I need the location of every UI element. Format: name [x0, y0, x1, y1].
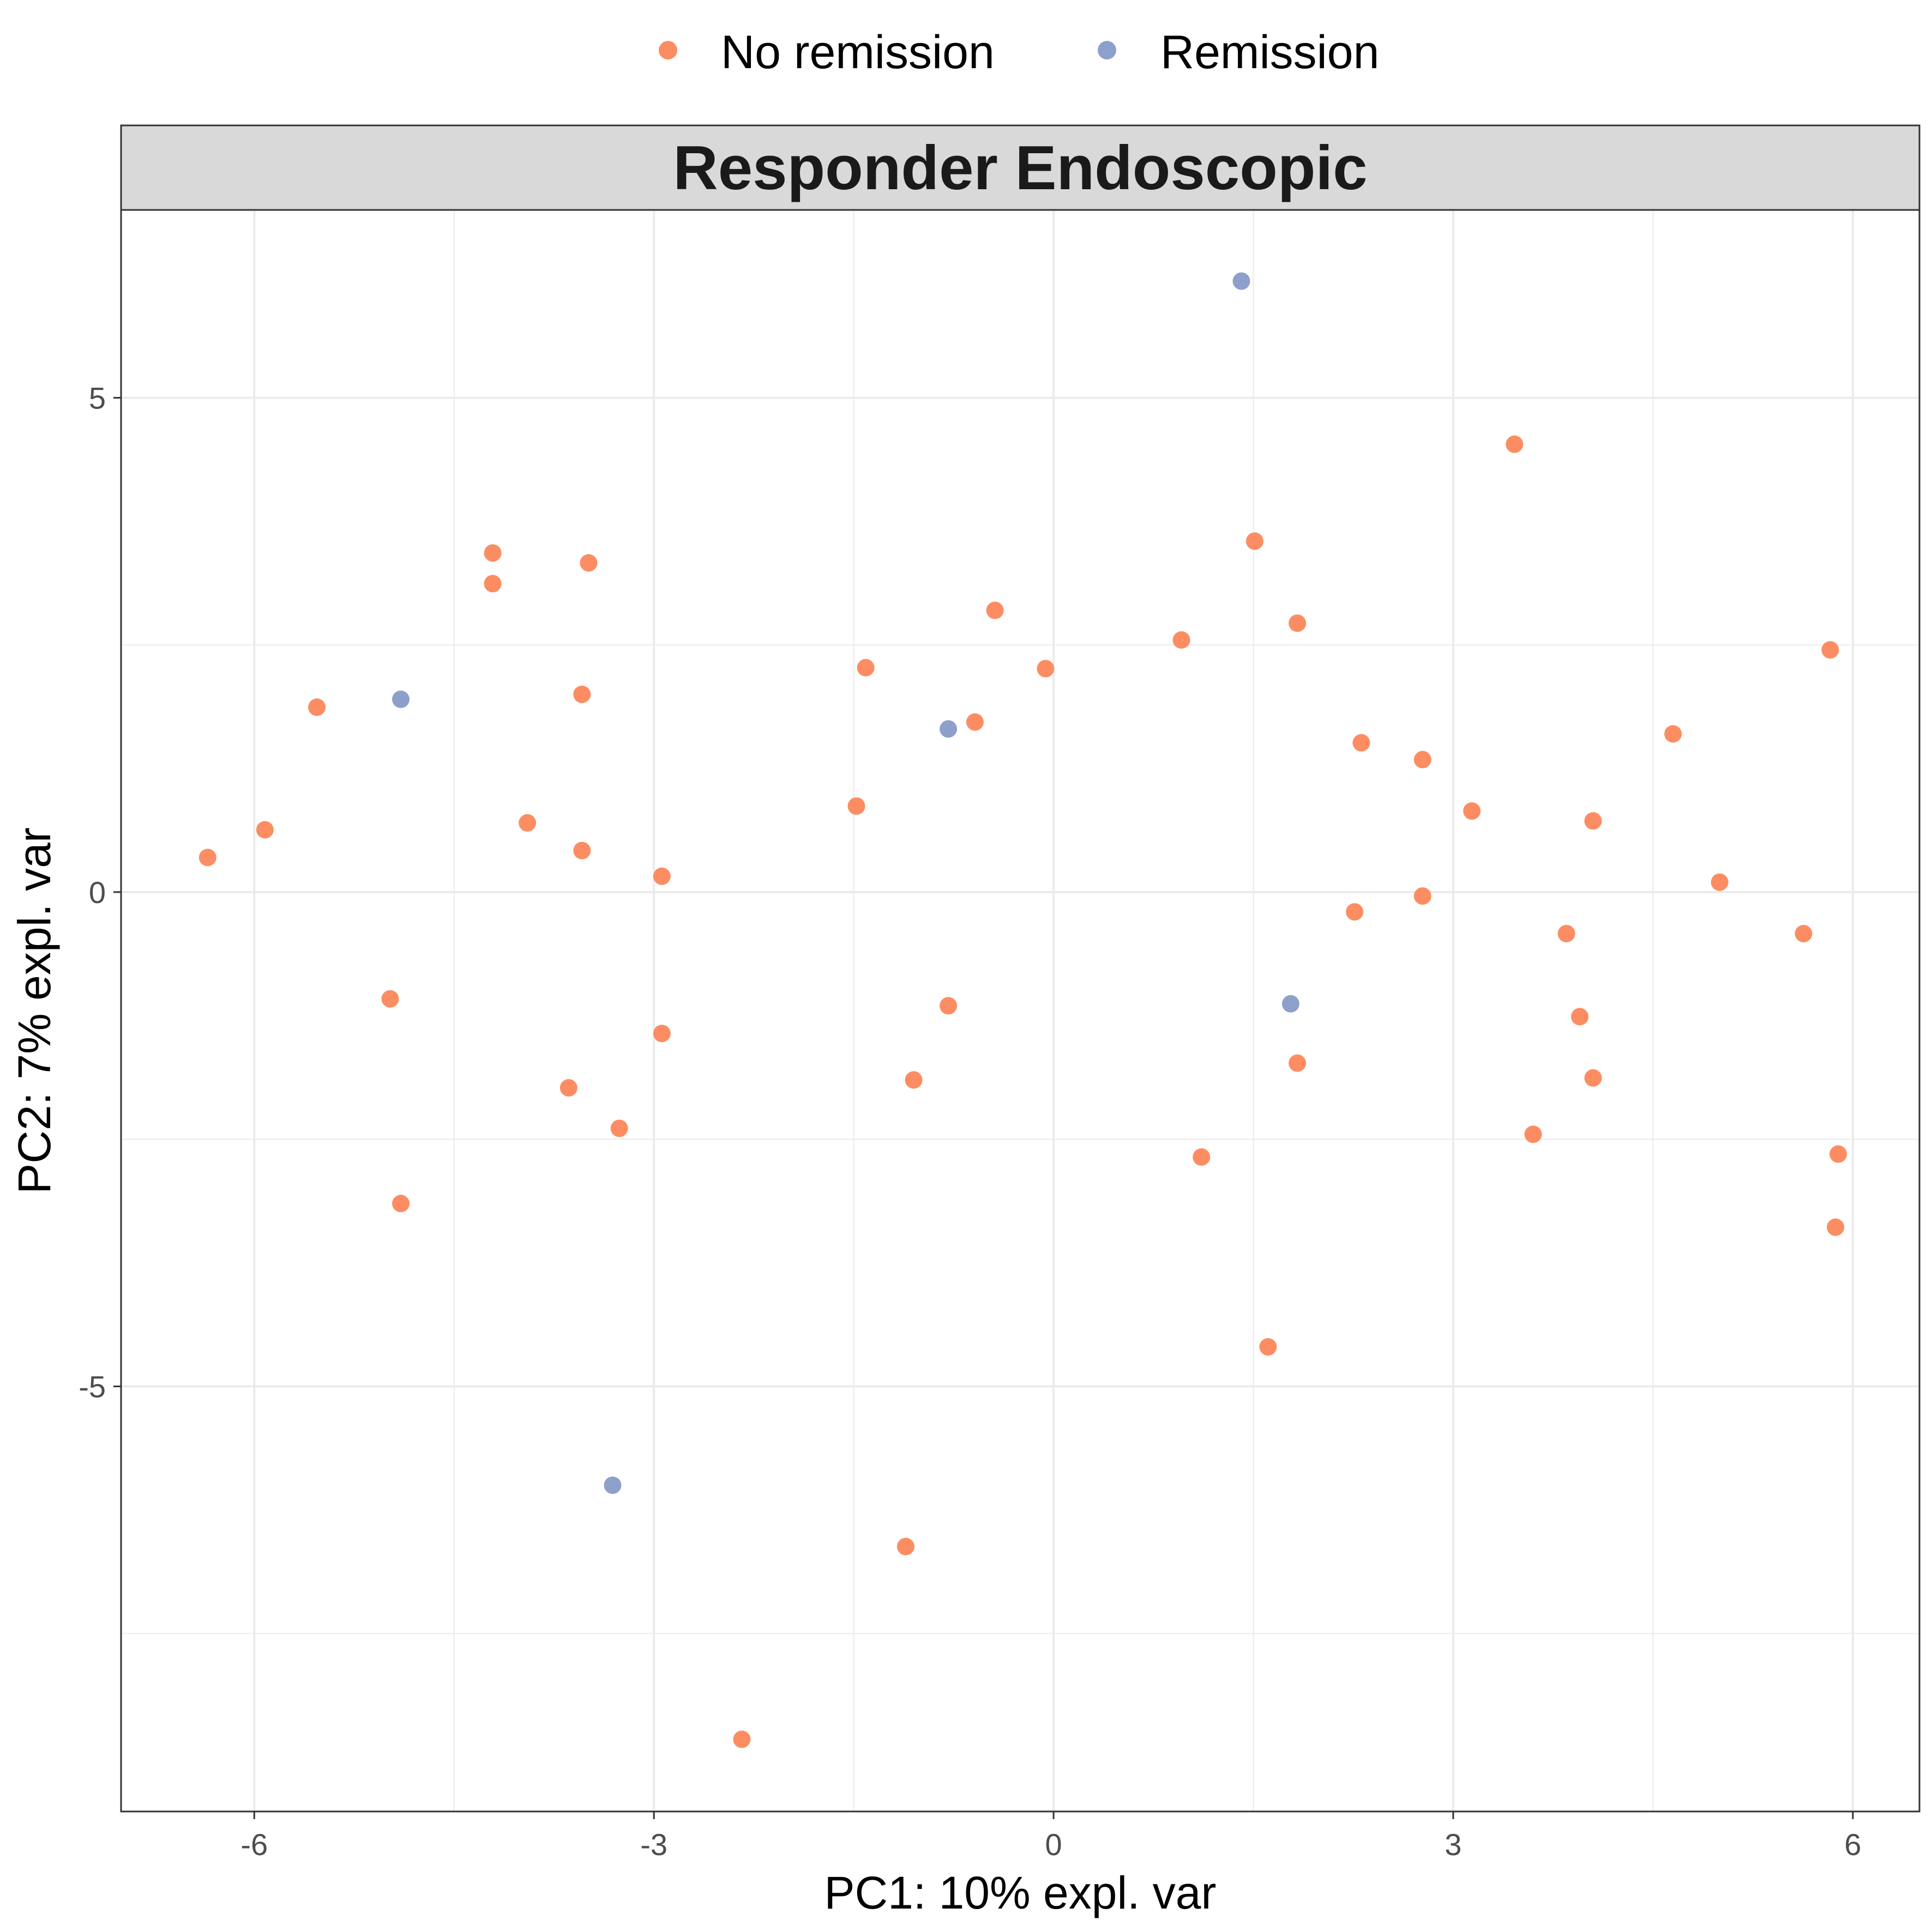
point-no-remission [1346, 903, 1364, 921]
y-axis-title: PC2: 7% expl. var [9, 827, 60, 1194]
point-no-remission [1352, 734, 1370, 752]
point-no-remission [1827, 1218, 1845, 1236]
point-no-remission [1037, 660, 1055, 678]
x-tick-label: 0 [1045, 1827, 1062, 1862]
x-tick-label: -3 [640, 1827, 667, 1862]
point-no-remission [484, 544, 502, 562]
chart-title: Responder Endoscopic [673, 134, 1367, 203]
legend-marker-no-remission [659, 41, 677, 59]
point-no-remission [308, 698, 326, 716]
legend-label-no-remission: No remission [721, 26, 995, 79]
y-tick-label: 5 [89, 381, 106, 415]
point-no-remission [1463, 802, 1481, 820]
point-no-remission [381, 990, 399, 1008]
point-no-remission [1829, 1145, 1847, 1163]
point-no-remission [1172, 631, 1190, 649]
point-no-remission [940, 997, 958, 1015]
point-no-remission [653, 867, 671, 885]
point-no-remission [1259, 1338, 1277, 1356]
point-no-remission [1193, 1148, 1211, 1166]
point-no-remission [1413, 751, 1431, 769]
point-no-remission [1289, 1054, 1307, 1072]
facet-strip [120, 124, 1921, 211]
point-no-remission [392, 1195, 410, 1213]
point-no-remission [653, 1025, 671, 1043]
point-no-remission [580, 554, 598, 572]
point-no-remission [1557, 925, 1575, 943]
point-remission [1232, 272, 1250, 290]
point-no-remission [256, 821, 274, 839]
point-no-remission [1584, 1069, 1602, 1087]
point-no-remission [519, 814, 537, 832]
point-remission [604, 1476, 622, 1494]
point-no-remission [896, 1538, 914, 1556]
point-no-remission [966, 713, 984, 731]
point-no-remission [1571, 1008, 1589, 1026]
y-tick-label: -5 [79, 1369, 106, 1404]
point-no-remission [733, 1730, 751, 1748]
point-no-remission [1413, 887, 1431, 905]
point-no-remission [573, 841, 591, 859]
point-no-remission [198, 848, 216, 866]
point-no-remission [1821, 641, 1839, 659]
point-no-remission [610, 1120, 628, 1137]
point-no-remission [1245, 532, 1263, 550]
y-tick-label: 0 [89, 875, 106, 910]
point-remission [392, 690, 410, 708]
point-no-remission [1664, 725, 1682, 743]
point-no-remission [559, 1079, 577, 1097]
point-no-remission [1795, 925, 1813, 943]
panel-border [120, 209, 1921, 1813]
point-no-remission [1584, 812, 1602, 830]
point-no-remission [857, 659, 875, 677]
point-remission [940, 720, 958, 738]
point-no-remission [986, 601, 1004, 619]
legend-marker-remission [1098, 41, 1116, 59]
legend: No remission Remission [659, 26, 1379, 79]
point-no-remission [1506, 435, 1524, 453]
point-no-remission [1289, 614, 1307, 632]
point-no-remission [1711, 873, 1729, 891]
x-tick-label: -6 [240, 1827, 268, 1862]
point-no-remission [1524, 1126, 1542, 1143]
point-remission [1281, 995, 1299, 1013]
x-tick-label: 6 [1844, 1827, 1861, 1862]
point-no-remission [573, 685, 591, 703]
data-points [198, 272, 1847, 1748]
legend-label-remission: Remission [1160, 26, 1379, 79]
y-axis: -5 0 5 [79, 381, 121, 1404]
x-axis-title: PC1: 10% expl. var [824, 1867, 1216, 1918]
x-axis: -6 -3 0 3 6 [240, 1811, 1861, 1862]
x-tick-label: 3 [1445, 1827, 1461, 1862]
point-no-remission [905, 1071, 923, 1089]
point-no-remission [847, 797, 865, 815]
point-no-remission [484, 575, 502, 593]
grid [121, 210, 1919, 1811]
